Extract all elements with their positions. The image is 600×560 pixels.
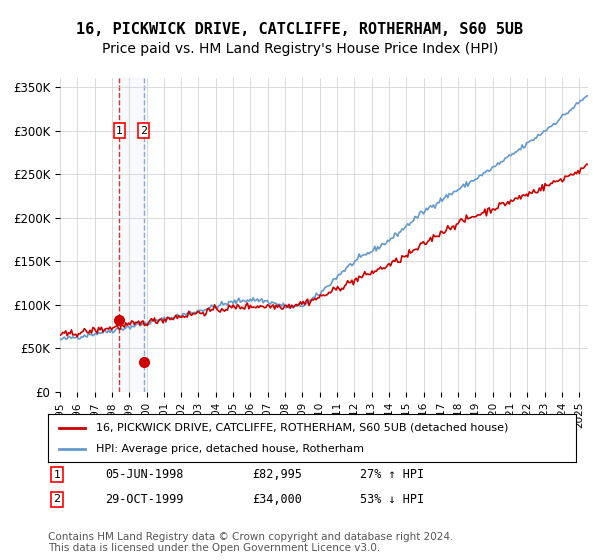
Text: 53% ↓ HPI: 53% ↓ HPI [360,493,424,506]
Text: 16, PICKWICK DRIVE, CATCLIFFE, ROTHERHAM, S60 5UB: 16, PICKWICK DRIVE, CATCLIFFE, ROTHERHAM… [76,22,524,38]
Text: HPI: Average price, detached house, Rotherham: HPI: Average price, detached house, Roth… [95,444,364,454]
Text: 27% ↑ HPI: 27% ↑ HPI [360,468,424,481]
Text: £34,000: £34,000 [252,493,302,506]
Text: 29-OCT-1999: 29-OCT-1999 [105,493,184,506]
Text: 2: 2 [140,125,147,136]
Text: 1: 1 [53,470,61,480]
Text: £82,995: £82,995 [252,468,302,481]
Text: 05-JUN-1998: 05-JUN-1998 [105,468,184,481]
Text: 16, PICKWICK DRIVE, CATCLIFFE, ROTHERHAM, S60 5UB (detached house): 16, PICKWICK DRIVE, CATCLIFFE, ROTHERHAM… [95,423,508,433]
Text: 1: 1 [116,125,123,136]
Text: Price paid vs. HM Land Registry's House Price Index (HPI): Price paid vs. HM Land Registry's House … [102,42,498,56]
Text: Contains HM Land Registry data © Crown copyright and database right 2024.
This d: Contains HM Land Registry data © Crown c… [48,531,454,553]
Text: 2: 2 [53,494,61,505]
Bar [119,78,143,392]
